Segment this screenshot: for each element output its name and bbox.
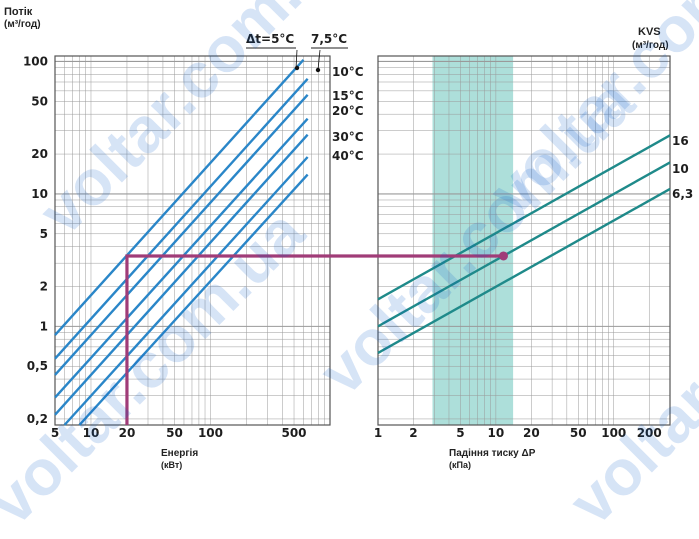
right-ylabel-line2: (м³/год) [632,40,669,51]
example-path [125,251,508,425]
dt-pointer [317,49,321,71]
left-xlabel-line1: Енергія [161,448,199,459]
series-line-5 [63,156,309,426]
dt-pointer-dot [294,65,300,71]
series-label: 40°C [332,149,364,163]
y-tick-label: 0,5 [27,359,48,373]
kvs-label: 10 [672,162,689,176]
x-tick-label: 100 [601,426,626,440]
x-tick-label: 500 [281,426,306,440]
series-line-0 [54,58,305,336]
left-xlabel-line2: (кВт) [161,460,183,470]
y-tick-label: 0,2 [27,412,48,426]
series-line-0 [377,134,671,301]
example-path-marker [498,251,508,261]
x-tick-label: 20 [119,426,136,440]
right-xlabel-line1: Падіння тиску ΔP [449,448,536,459]
series-line-1 [377,161,671,328]
y-tick-label: 20 [31,147,48,161]
series-line-1 [54,77,309,360]
series-label: 30°C [332,130,364,144]
x-tick-label: 2 [409,426,417,440]
series-line-2 [377,187,671,354]
series-line-4 [54,133,309,416]
series-line-6 [78,173,309,426]
dt-header-7-5: 7,5°C [311,32,347,46]
y-tick-label: 2 [40,279,48,293]
kvs-label: 6,3 [672,187,693,201]
left-ylabel-line2: (м³/год) [4,19,41,30]
dt-pointer [295,49,298,69]
series-label: 10°C [332,65,364,79]
plot-frame [377,55,671,426]
x-tick-label: 10 [83,426,100,440]
pressure-drop-panel: 1 2 5 10 20 50 100 200 16 10 6,3 [374,55,693,440]
plot-frame [54,55,331,426]
series-label: 15°C [332,89,364,103]
chart-canvas: 5 10 20 50 100 5000,20,512510205010010°C15°C2… [23,32,693,440]
kvs-label: 16 [672,134,689,148]
x-tick-label: 5 [456,426,464,440]
right-xlabel-line2: (кПа) [449,460,471,470]
y-tick-label: 50 [31,94,48,108]
series-line-2 [54,94,309,376]
x-tick-label: 20 [523,426,540,440]
y-tick-label: 100 [23,54,48,68]
series-line-3 [54,117,309,399]
right-ylabel-line1: KVS [638,26,661,38]
y-tick-label: 10 [31,187,48,201]
x-tick-label: 5 [51,426,59,440]
left-ylabel-line1: Потік [4,6,33,18]
pressure-band [432,56,514,425]
energy-flow-panel: 5 10 20 50 100 500 0,2 0,5 1 2 5 10 20 50 100 10°C 15°C2… [23,32,364,440]
x-tick-label: 10 [488,426,505,440]
x-tick-label: 50 [166,426,183,440]
x-tick-label: 200 [637,426,662,440]
x-tick-label: 100 [198,426,223,440]
y-tick-label: 1 [40,319,48,333]
x-tick-label: 50 [570,426,587,440]
example-path-line [125,254,504,425]
y-tick-label: 5 [40,227,48,241]
series-label: 20°C [332,104,364,118]
dt-header-5: Δt=5°C [246,32,294,46]
x-tick-label: 1 [374,426,382,440]
